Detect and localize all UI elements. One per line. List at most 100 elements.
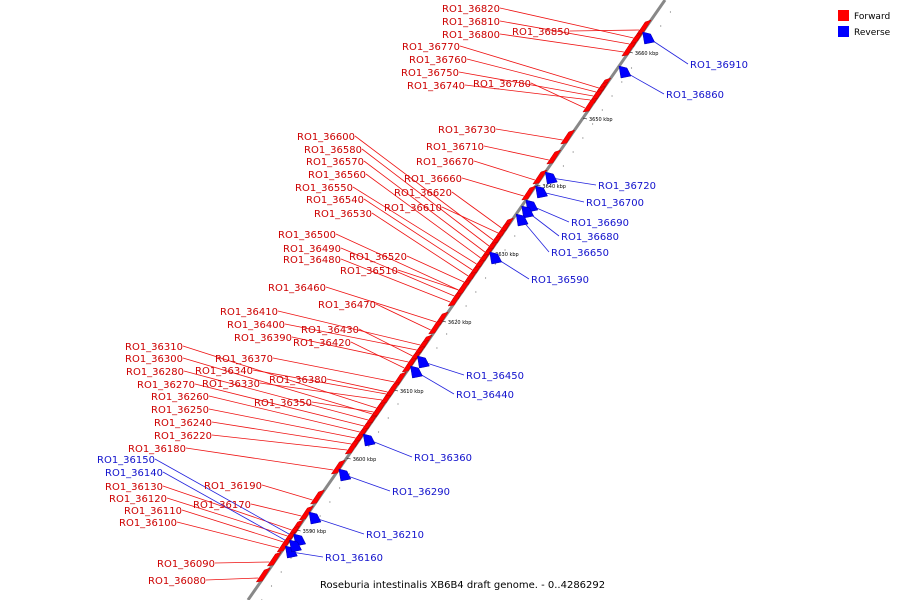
forward-gene-label[interactable]: RO1_36430 (301, 325, 359, 336)
forward-gene-label[interactable]: RO1_36470 (318, 300, 376, 311)
forward-gene-label[interactable]: RO1_36390 (234, 333, 292, 344)
reverse-gene-label[interactable]: RO1_36160 (325, 553, 383, 564)
forward-gene-label[interactable]: RO1_36660 (404, 174, 462, 185)
forward-gene-label[interactable]: RO1_36550 (295, 183, 353, 194)
legend: Forward Reverse (838, 10, 891, 38)
reverse-gene-label[interactable]: RO1_36210 (366, 530, 424, 541)
reverse-gene-label[interactable]: RO1_36590 (531, 275, 589, 286)
forward-gene-label[interactable]: RO1_36370 (215, 354, 273, 365)
forward-gene-label[interactable]: RO1_36340 (195, 366, 253, 377)
forward-gene-label[interactable]: RO1_36800 (442, 30, 500, 41)
forward-gene-label[interactable]: RO1_36280 (126, 367, 184, 378)
forward-gene-label[interactable]: RO1_36090 (157, 559, 215, 570)
reverse-gene-label[interactable]: RO1_36680 (561, 232, 619, 243)
forward-gene-label[interactable]: RO1_36180 (128, 444, 186, 455)
reverse-gene-feature (521, 205, 535, 219)
reverse-gene-label[interactable]: RO1_36440 (456, 390, 514, 401)
legend-label-forward: Forward (854, 12, 890, 22)
minor-tick (387, 417, 389, 419)
forward-gene-label[interactable]: RO1_36510 (340, 266, 398, 277)
forward-leader-line (499, 20, 630, 45)
forward-gene-label[interactable]: RO1_36270 (137, 380, 195, 391)
forward-leader-line (272, 357, 395, 383)
forward-gene-label[interactable]: RO1_36760 (409, 55, 467, 66)
reverse-gene-label[interactable]: RO1_36290 (392, 487, 450, 498)
forward-gene-label[interactable]: RO1_36130 (105, 482, 163, 493)
minor-tick (630, 67, 633, 69)
reverse-leader-line (551, 177, 597, 186)
forward-gene-label[interactable]: RO1_36530 (314, 209, 372, 220)
forward-gene-label[interactable]: RO1_36500 (278, 230, 336, 241)
scale-tick-label: 3600 kbp (353, 457, 377, 463)
forward-gene-feature (309, 489, 326, 505)
legend-label-reverse: Reverse (854, 28, 891, 38)
reverse-gene-label[interactable]: RO1_36450 (466, 371, 524, 382)
reverse-gene-label[interactable]: RO1_36140 (105, 468, 163, 479)
forward-gene-label[interactable]: RO1_36300 (125, 354, 183, 365)
forward-gene-label[interactable]: RO1_36820 (442, 4, 500, 15)
reverse-gene-feature (362, 433, 376, 447)
forward-gene-label[interactable]: RO1_36260 (151, 392, 209, 403)
forward-gene-label[interactable]: RO1_36420 (293, 338, 351, 349)
reverse-gene-label[interactable]: RO1_36650 (551, 248, 609, 259)
leader-lines (154, 7, 689, 581)
forward-gene-label[interactable]: RO1_36710 (426, 142, 484, 153)
forward-gene-label[interactable]: RO1_36220 (154, 431, 212, 442)
forward-gene-label[interactable]: RO1_36610 (384, 203, 442, 214)
reverse-gene-label[interactable]: RO1_36720 (598, 181, 656, 192)
forward-gene-label[interactable]: RO1_36350 (254, 398, 312, 409)
forward-gene-label[interactable]: RO1_36410 (220, 307, 278, 318)
reverse-gene-label[interactable]: RO1_36360 (414, 453, 472, 464)
forward-gene-label[interactable]: RO1_36730 (438, 125, 496, 136)
minor-tick (494, 263, 496, 265)
forward-leader-line (358, 328, 413, 357)
forward-gene-label[interactable]: RO1_36750 (401, 68, 459, 79)
reverse-gene-label[interactable]: RO1_36910 (690, 60, 748, 71)
forward-gene-label[interactable]: RO1_36810 (442, 17, 500, 28)
forward-gene-label[interactable]: RO1_36480 (283, 255, 341, 266)
forward-gene-label[interactable]: RO1_36460 (268, 283, 326, 294)
reverse-gene-label[interactable]: RO1_36690 (571, 218, 629, 229)
forward-gene-label[interactable]: RO1_36380 (269, 375, 327, 386)
forward-gene-label[interactable]: RO1_36080 (148, 576, 206, 587)
forward-gene-label[interactable]: RO1_36240 (154, 418, 212, 429)
forward-gene-label[interactable]: RO1_36310 (125, 342, 183, 353)
minor-tick (436, 347, 438, 349)
forward-gene-label[interactable]: RO1_36190 (204, 481, 262, 492)
genome-caption: Roseburia intestinalis XB6B4 draft genom… (320, 580, 605, 591)
forward-gene-label[interactable]: RO1_36560 (308, 170, 366, 181)
reverse-gene-feature (618, 65, 632, 79)
forward-gene-label[interactable]: RO1_36780 (473, 79, 531, 90)
forward-gene-label[interactable]: RO1_36490 (283, 244, 341, 255)
forward-gene-label[interactable]: RO1_36570 (306, 157, 364, 168)
forward-gene-label[interactable]: RO1_36580 (304, 145, 362, 156)
forward-gene-label[interactable]: RO1_36740 (407, 81, 465, 92)
forward-gene-label[interactable]: RO1_36670 (416, 157, 474, 168)
reverse-gene-label[interactable]: RO1_36700 (586, 198, 644, 209)
forward-gene-feature (401, 357, 417, 373)
forward-gene-label[interactable]: RO1_36330 (202, 379, 260, 390)
forward-gene-label[interactable]: RO1_36850 (512, 27, 570, 38)
forward-gene-label[interactable]: RO1_36170 (193, 500, 251, 511)
forward-gene-label[interactable]: RO1_36620 (394, 188, 452, 199)
reverse-gene-label[interactable]: RO1_36150 (97, 455, 155, 466)
forward-gene-label[interactable]: RO1_36110 (124, 506, 182, 517)
forward-gene-label[interactable]: RO1_36250 (151, 405, 209, 416)
forward-leader-line (183, 370, 369, 421)
forward-leader-line (363, 198, 473, 271)
forward-gene-label[interactable]: RO1_36120 (109, 494, 167, 505)
reverse-gene-label[interactable]: RO1_36860 (666, 90, 724, 101)
forward-gene-label[interactable]: RO1_36520 (349, 252, 407, 263)
forward-leader-line (284, 323, 417, 351)
forward-gene-label[interactable]: RO1_36600 (297, 132, 355, 143)
minor-tick (407, 389, 409, 391)
forward-gene-label[interactable]: RO1_36100 (119, 518, 177, 529)
forward-gene-label[interactable]: RO1_36400 (227, 320, 285, 331)
forward-leader-line (211, 421, 352, 445)
forward-leader-line (325, 286, 437, 323)
forward-gene-label[interactable]: RO1_36540 (306, 195, 364, 206)
reverse-leader-line (423, 361, 465, 376)
reverse-leader-line (291, 551, 324, 558)
minor-tick (504, 249, 506, 251)
forward-gene-label[interactable]: RO1_36770 (402, 42, 460, 53)
